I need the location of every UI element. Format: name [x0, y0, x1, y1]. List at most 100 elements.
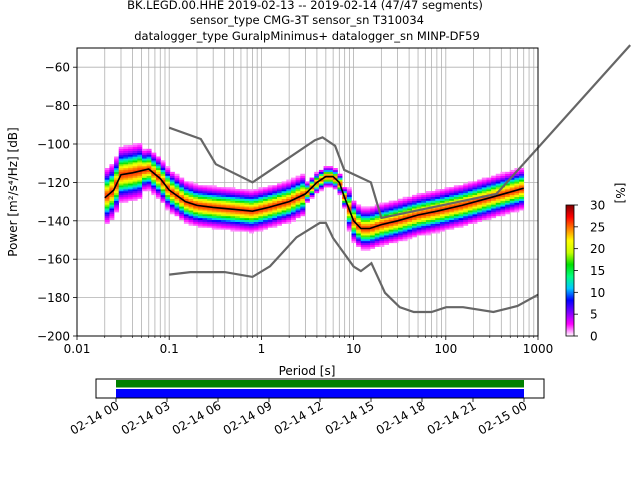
heatmap-cell — [123, 192, 129, 196]
heatmap-cell — [123, 164, 129, 167]
heatmap-cell — [500, 206, 506, 209]
heatmap-cell — [323, 168, 329, 171]
heatmap-cell — [449, 217, 455, 221]
heatmap-cell — [356, 223, 362, 226]
heatmap-cell — [346, 225, 352, 228]
heatmap-cell — [109, 198, 115, 201]
heatmap-cell — [207, 216, 213, 219]
heatmap-cell — [183, 191, 189, 194]
heatmap-cell — [514, 191, 520, 194]
heatmap-cell — [509, 185, 515, 188]
heatmap-cell — [416, 233, 422, 236]
heatmap-cell — [230, 200, 236, 203]
heatmap-cell — [453, 214, 459, 217]
heatmap-cell — [281, 196, 287, 199]
heatmap-cell — [425, 225, 431, 228]
heatmap-cell — [239, 227, 245, 230]
heatmap-cell — [188, 206, 194, 209]
heatmap-cell — [276, 196, 282, 199]
heatmap-cell — [216, 227, 222, 230]
heatmap-cell — [207, 196, 213, 199]
heatmap-cell — [281, 221, 287, 224]
heatmap-cell — [225, 187, 231, 190]
heatmap-cell — [514, 181, 520, 184]
heatmap-cell — [370, 217, 376, 221]
heatmap-cell — [379, 229, 385, 232]
heatmap-cell — [193, 206, 199, 209]
heatmap-cell — [263, 214, 268, 217]
heatmap-cell — [411, 229, 417, 232]
heatmap-cell — [109, 216, 115, 219]
heatmap-cell — [104, 179, 110, 182]
heatmap-cell — [169, 192, 175, 196]
heatmap-cell — [346, 191, 352, 194]
heatmap-cell — [379, 219, 385, 222]
heatmap-cell — [356, 229, 362, 232]
heatmap-cell — [216, 223, 222, 226]
heatmap-cell — [374, 208, 380, 211]
heatmap-cell — [104, 216, 110, 219]
heatmap-cell — [258, 221, 264, 224]
heatmap-cell — [388, 200, 394, 203]
heatmap-cell — [360, 239, 366, 242]
heatmap-cell — [230, 204, 236, 207]
heatmap-cell — [244, 216, 250, 219]
heatmap-cell — [402, 196, 408, 199]
heatmap-cell — [332, 168, 338, 171]
heatmap-cell — [472, 185, 478, 188]
heatmap-cell — [230, 196, 236, 199]
heatmap-cell — [123, 181, 129, 184]
heatmap-cell — [384, 239, 390, 242]
heatmap-cell — [114, 156, 120, 159]
heatmap-cell — [449, 214, 455, 217]
heatmap-cell — [360, 242, 366, 245]
heatmap-cell — [104, 200, 110, 203]
heatmap-cell — [276, 216, 282, 219]
heatmap-cell — [146, 183, 152, 186]
heatmap-cell — [104, 208, 110, 211]
heatmap-cell — [328, 171, 334, 174]
heatmap-cell — [444, 221, 450, 224]
heatmap-cell — [328, 173, 334, 176]
heatmap-cell — [225, 223, 231, 226]
heatmap-cell — [109, 214, 115, 217]
heatmap-cell — [393, 216, 399, 219]
heatmap-cell — [379, 212, 385, 215]
heatmap-cell — [500, 189, 506, 192]
heatmap-cell — [411, 221, 417, 224]
heatmap-cell — [123, 148, 129, 151]
heatmap-cell — [449, 219, 455, 222]
heatmap-cell — [155, 168, 161, 171]
heatmap-cell — [197, 192, 203, 196]
heatmap-cell — [244, 202, 250, 205]
heatmap-cell — [332, 173, 338, 176]
heatmap-cell — [160, 192, 166, 196]
heatmap-cell — [491, 187, 497, 190]
heatmap-cell — [146, 162, 152, 165]
heatmap-cell — [151, 154, 157, 157]
heatmap-cell — [123, 196, 129, 199]
heatmap-cell — [179, 216, 185, 219]
heatmap-cell — [495, 210, 501, 213]
heatmap-cell — [323, 185, 329, 188]
heatmap-cell — [197, 202, 203, 205]
heatmap-cell — [253, 200, 259, 203]
heatmap-cell — [230, 202, 236, 205]
heatmap-cell — [104, 214, 110, 217]
heatmap-cell — [137, 175, 143, 178]
heatmap-cell — [183, 216, 189, 219]
heatmap-cell — [216, 216, 222, 219]
heatmap-cell — [309, 191, 315, 194]
heatmap-cell — [253, 204, 259, 207]
heatmap-cell — [197, 191, 203, 194]
heatmap-cell — [379, 240, 385, 244]
heatmap-cell — [435, 217, 441, 221]
heatmap-cell — [314, 177, 320, 180]
heatmap-cell — [472, 210, 478, 213]
heatmap-cell — [500, 202, 506, 205]
heatmap-cell — [416, 231, 422, 234]
heatmap-cell — [439, 189, 445, 192]
heatmap-cell — [276, 208, 282, 211]
heatmap-cell — [165, 179, 171, 182]
heatmap-cell — [137, 162, 143, 165]
